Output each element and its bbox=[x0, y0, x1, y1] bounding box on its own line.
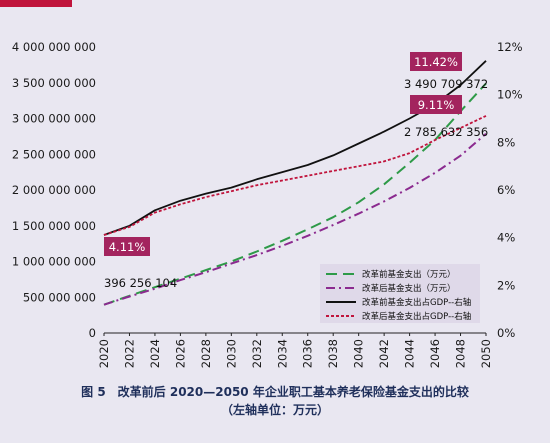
left-axis-tick-label: 3 000 000 000 bbox=[12, 112, 96, 126]
legend-label-1: 改革前基金支出（万元） bbox=[362, 269, 456, 280]
right-axis-tick-label: 8% bbox=[497, 135, 515, 149]
left-axis-tick-label: 0 bbox=[89, 326, 96, 340]
legend-label-3: 改革前基金支出占GDP--右轴 bbox=[362, 297, 471, 308]
right-axis-tick-label: 6% bbox=[497, 183, 515, 197]
right-axis-tick-label: 12% bbox=[497, 40, 523, 54]
left-axis-tick-label: 4 000 000 000 bbox=[12, 40, 96, 54]
badge-end-gdp-share-before-box bbox=[410, 52, 462, 71]
x-axis-tick-label: 2042 bbox=[377, 339, 391, 368]
right-axis-tick-label: 0% bbox=[497, 326, 515, 340]
annotation-end-expenditure-after: 2 785 632 356 bbox=[404, 125, 488, 139]
left-axis-tick-label: 1 000 000 000 bbox=[12, 255, 96, 269]
x-axis-tick-label: 2034 bbox=[275, 339, 289, 368]
x-axis-tick-label: 2036 bbox=[301, 339, 315, 368]
badge-start-gdp-share-box bbox=[104, 237, 150, 256]
x-axis-tick-label: 2046 bbox=[428, 339, 442, 368]
left-axis-tick-label: 2 500 000 000 bbox=[12, 147, 96, 161]
x-axis-tick-label: 2050 bbox=[479, 339, 493, 368]
series-line-2 bbox=[103, 133, 487, 306]
right-axis-tick-label: 10% bbox=[497, 88, 523, 102]
figure-caption-title: 图 5 改革前后 2020—2050 年企业职工基本养老保险基金支出的比较 bbox=[81, 385, 469, 399]
corner-accent-bar bbox=[0, 0, 72, 7]
right-axis-tick-label: 4% bbox=[497, 231, 515, 245]
x-axis-tick-label: 2030 bbox=[224, 339, 238, 368]
x-axis-tick-label: 2026 bbox=[173, 339, 187, 368]
x-axis-tick-label: 2028 bbox=[199, 339, 213, 368]
annotation-start-expenditure: 396 256 104 bbox=[104, 276, 177, 290]
legend-label-2: 改革后基金支出（万元） bbox=[362, 283, 456, 294]
left-axis-tick-label: 2 000 000 000 bbox=[12, 183, 96, 197]
left-axis-tick-label: 1 500 000 000 bbox=[12, 219, 96, 233]
badge-end-gdp-share-before: 11.42% bbox=[414, 55, 458, 69]
x-axis-tick-label: 2044 bbox=[403, 339, 417, 368]
left-axis-tick-label: 3 500 000 000 bbox=[12, 76, 96, 90]
badge-end-gdp-share-after-box bbox=[410, 95, 462, 114]
x-axis-tick-label: 2048 bbox=[454, 339, 468, 368]
legend-label-4: 改革后基金支出占GDP--右轴 bbox=[362, 311, 471, 322]
x-axis-tick-label: 2024 bbox=[148, 339, 162, 368]
x-axis-tick-label: 2022 bbox=[122, 339, 136, 368]
badge-start-gdp-share: 4.11% bbox=[109, 240, 146, 254]
x-axis-tick-label: 2040 bbox=[352, 339, 366, 368]
left-axis-tick-label: 500 000 000 bbox=[23, 290, 96, 304]
x-axis-tick-label: 2032 bbox=[250, 339, 264, 368]
right-axis-tick-label: 2% bbox=[497, 278, 515, 292]
x-axis-tick-label: 2038 bbox=[326, 339, 340, 368]
x-axis-tick-label: 2020 bbox=[97, 339, 111, 368]
annotation-end-expenditure-before: 3 490 709 372 bbox=[404, 77, 488, 91]
badge-end-gdp-share-after: 9.11% bbox=[418, 98, 455, 112]
series-line-4 bbox=[103, 115, 487, 236]
figure-caption-unit: （左轴单位：万元） bbox=[220, 403, 329, 417]
pension-expenditure-chart: 4 000 000 000 3 500 000 000 3 000 000 000 2… bbox=[12, 40, 523, 368]
